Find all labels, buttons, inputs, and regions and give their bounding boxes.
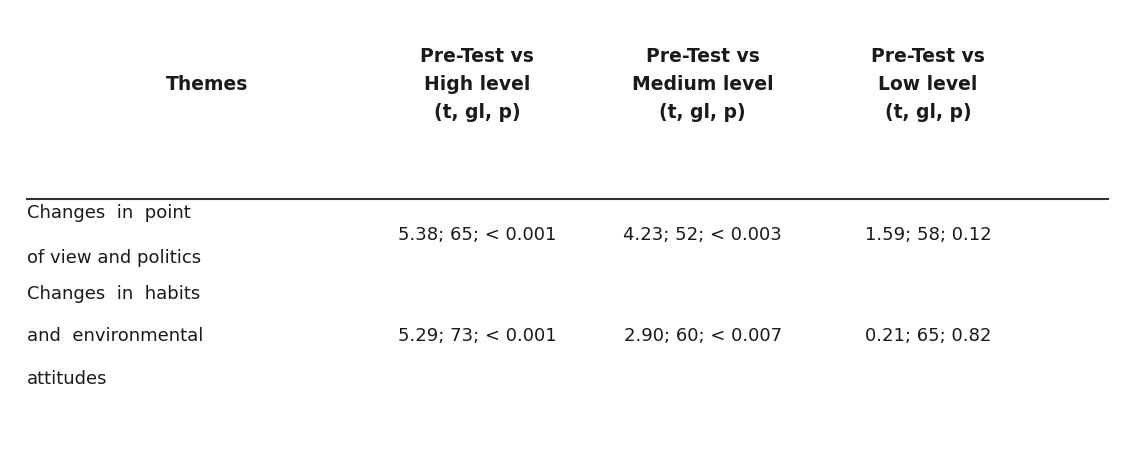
Text: Themes: Themes (166, 75, 249, 95)
Text: Changes  in  point: Changes in point (27, 204, 191, 222)
Text: 2.90; 60; < 0.007: 2.90; 60; < 0.007 (623, 327, 782, 345)
Text: 4.23; 52; < 0.003: 4.23; 52; < 0.003 (623, 226, 782, 244)
Text: Pre-Test vs
Low level
(t, gl, p): Pre-Test vs Low level (t, gl, p) (871, 48, 985, 122)
Text: 5.38; 65; < 0.001: 5.38; 65; < 0.001 (398, 226, 556, 244)
Text: 1.59; 58; 0.12: 1.59; 58; 0.12 (865, 226, 991, 244)
Text: of view and politics: of view and politics (27, 249, 201, 267)
Text: attitudes: attitudes (27, 370, 107, 388)
Text: 5.29; 73; < 0.001: 5.29; 73; < 0.001 (398, 327, 556, 345)
Text: Pre-Test vs
Medium level
(t, gl, p): Pre-Test vs Medium level (t, gl, p) (632, 48, 774, 122)
Text: Pre-Test vs
High level
(t, gl, p): Pre-Test vs High level (t, gl, p) (420, 48, 535, 122)
Text: 0.21; 65; 0.82: 0.21; 65; 0.82 (865, 327, 991, 345)
Text: and  environmental: and environmental (27, 327, 203, 345)
Text: Changes  in  habits: Changes in habits (27, 285, 200, 303)
